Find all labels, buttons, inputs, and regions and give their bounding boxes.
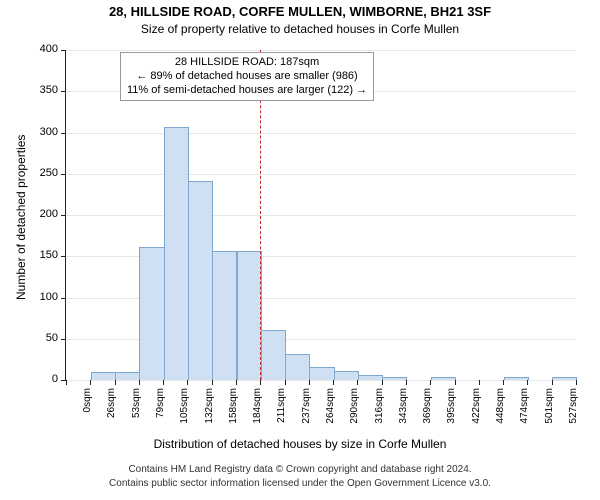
y-tick-label: 200 (28, 208, 58, 220)
x-tick (357, 380, 358, 385)
y-tick-label: 250 (28, 167, 58, 179)
x-tick-label: 448sqm (495, 388, 506, 428)
x-tick (406, 380, 407, 385)
x-tick-label: 422sqm (471, 388, 482, 428)
histogram-bar (212, 251, 237, 380)
x-tick (479, 380, 480, 385)
x-tick-label: 0sqm (82, 388, 93, 428)
x-tick-label: 105sqm (179, 388, 190, 428)
x-tick-label: 184sqm (252, 388, 263, 428)
x-tick (552, 380, 553, 385)
x-tick-label: 79sqm (155, 388, 166, 428)
x-tick-label: 290sqm (349, 388, 360, 428)
x-tick-label: 316sqm (374, 388, 385, 428)
histogram-bar (115, 372, 140, 380)
x-tick-label: 501sqm (544, 388, 555, 428)
y-axis-label: Number of detached properties (14, 135, 28, 300)
x-tick-label: 53sqm (131, 388, 142, 428)
x-tick-label: 132sqm (204, 388, 215, 428)
x-tick-label: 369sqm (422, 388, 433, 428)
histogram-bar (91, 372, 116, 380)
annotation-line-1: 28 HILLSIDE ROAD: 187sqm (127, 56, 367, 70)
y-tick (61, 215, 66, 216)
histogram-bar (309, 367, 334, 380)
x-tick (309, 380, 310, 385)
y-tick (61, 91, 66, 92)
y-tick-label: 150 (28, 249, 58, 261)
y-gridline (66, 215, 576, 216)
x-tick (382, 380, 383, 385)
histogram-bar (285, 354, 310, 380)
histogram-bar (261, 330, 286, 381)
x-tick (333, 380, 334, 385)
y-tick-label: 100 (28, 291, 58, 303)
chart-title-top: 28, HILLSIDE ROAD, CORFE MULLEN, WIMBORN… (0, 4, 600, 19)
y-tick (61, 133, 66, 134)
x-tick (66, 380, 67, 385)
attribution-line-1: Contains HM Land Registry data © Crown c… (0, 464, 600, 475)
x-tick (139, 380, 140, 385)
x-tick (455, 380, 456, 385)
histogram-bar (358, 375, 383, 380)
x-tick-label: 264sqm (325, 388, 336, 428)
histogram-bar (504, 377, 529, 380)
x-tick (430, 380, 431, 385)
histogram-bar (334, 371, 359, 380)
histogram-bar (552, 377, 577, 380)
x-tick-label: 527sqm (568, 388, 579, 428)
y-tick (61, 339, 66, 340)
y-tick-label: 400 (28, 43, 58, 55)
x-tick-label: 26sqm (106, 388, 117, 428)
x-tick-label: 211sqm (276, 388, 287, 428)
histogram-bar (431, 377, 456, 380)
y-gridline (66, 133, 576, 134)
x-tick (163, 380, 164, 385)
histogram-bar (237, 251, 262, 380)
x-tick-label: 158sqm (228, 388, 239, 428)
annotation-line-2: ← 89% of detached houses are smaller (98… (127, 70, 367, 84)
chart-subtitle: Size of property relative to detached ho… (0, 22, 600, 36)
y-gridline (66, 174, 576, 175)
y-tick (61, 50, 66, 51)
attribution-line-2: Contains public sector information licen… (0, 478, 600, 489)
x-tick (90, 380, 91, 385)
x-tick (236, 380, 237, 385)
x-tick-label: 343sqm (398, 388, 409, 428)
y-tick (61, 298, 66, 299)
y-tick-label: 350 (28, 84, 58, 96)
x-tick (260, 380, 261, 385)
histogram-bar (188, 181, 213, 380)
histogram-bar (382, 377, 407, 380)
y-tick-label: 50 (28, 332, 58, 344)
x-tick-label: 395sqm (446, 388, 457, 428)
x-tick (503, 380, 504, 385)
y-gridline (66, 50, 576, 51)
x-tick-label: 237sqm (301, 388, 312, 428)
y-gridline (66, 380, 576, 381)
histogram-bar (164, 127, 189, 380)
annotation-box: 28 HILLSIDE ROAD: 187sqm← 89% of detache… (120, 52, 374, 101)
x-tick (285, 380, 286, 385)
y-tick (61, 256, 66, 257)
x-tick-label: 474sqm (519, 388, 530, 428)
x-tick (212, 380, 213, 385)
x-tick (115, 380, 116, 385)
x-tick (576, 380, 577, 385)
annotation-line-3: 11% of semi-detached houses are larger (… (127, 84, 367, 98)
y-tick-label: 0 (28, 373, 58, 385)
y-tick-label: 300 (28, 126, 58, 138)
x-axis-label: Distribution of detached houses by size … (0, 437, 600, 451)
x-tick (527, 380, 528, 385)
histogram-bar (139, 247, 164, 380)
x-tick (187, 380, 188, 385)
y-tick (61, 174, 66, 175)
